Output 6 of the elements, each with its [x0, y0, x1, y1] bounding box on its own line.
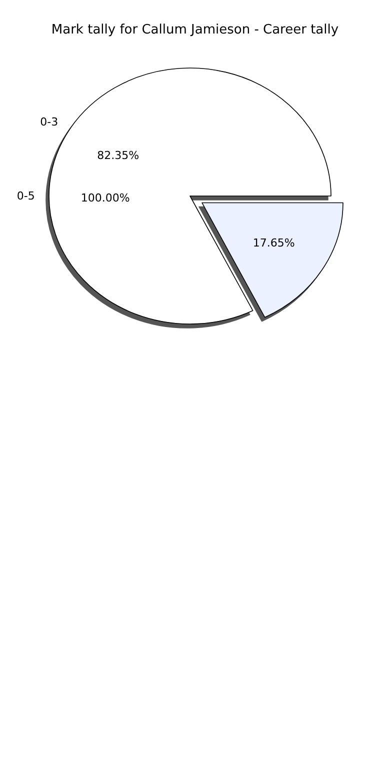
chart-title: Mark tally for Callum Jamieson - Career tally — [51, 22, 339, 38]
data-label: 17.65% — [252, 236, 295, 250]
text: 0-5 — [16, 190, 35, 202]
slice-label: 0-3 — [40, 115, 58, 128]
data-label: 82.35% — [97, 149, 140, 162]
text: 100.00% — [80, 192, 130, 204]
